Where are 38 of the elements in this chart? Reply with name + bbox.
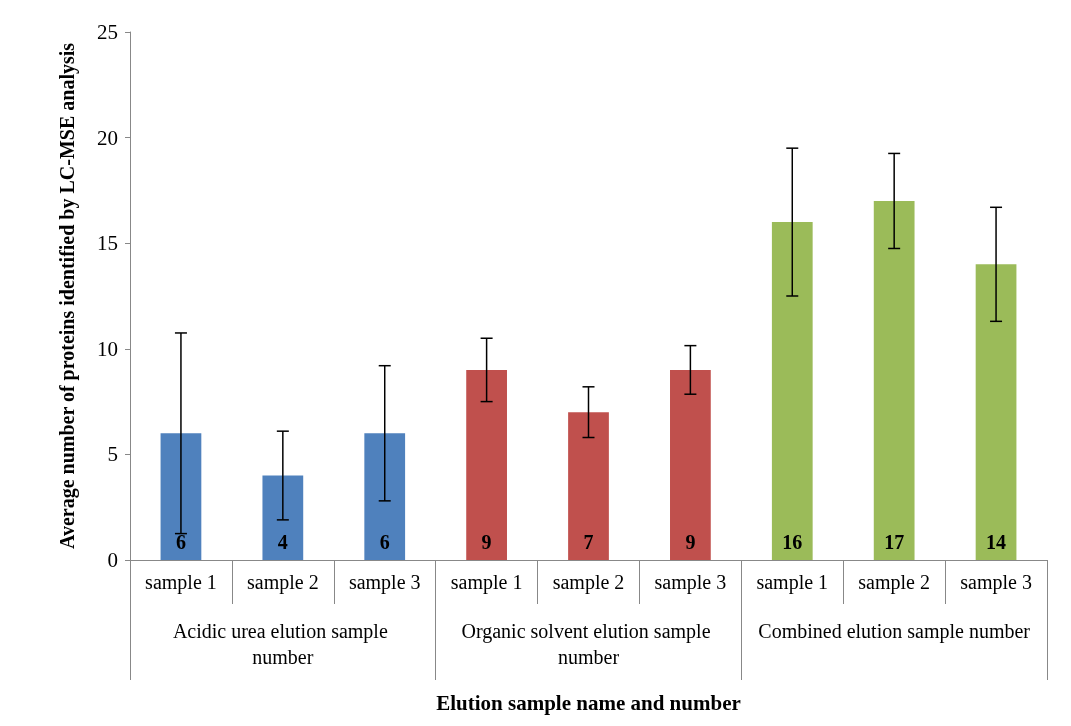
x-tick-label: sample 1 (145, 571, 217, 594)
bar (466, 369, 507, 560)
x-tick-label: sample 1 (756, 571, 829, 594)
bar (160, 433, 202, 560)
text: Organic solvent elution sample number (461, 620, 716, 668)
y-tick-label: 0 (107, 548, 118, 572)
data-label: 7 (583, 531, 594, 553)
bar (873, 200, 915, 560)
bar (262, 475, 304, 560)
x-tick-label: sample 2 (858, 571, 930, 594)
bar (975, 264, 1017, 560)
y-tick-label: 25 (97, 20, 118, 44)
bar (670, 369, 711, 560)
text: Acidic urea elution sample number (172, 620, 393, 668)
x-tick-label: sample 3 (348, 571, 421, 594)
y-tick-label: 5 (107, 442, 118, 467)
y-tick-label: 20 (97, 125, 118, 150)
data-label: 16 (782, 531, 803, 553)
x-tick-label: sample 3 (960, 571, 1032, 594)
y-tick-label: 15 (97, 231, 118, 256)
x-tick-label: sample 2 (552, 571, 625, 594)
y-tick-label: 10 (97, 336, 118, 361)
data-label: 4 (277, 531, 288, 553)
x-tick-label: sample 1 (450, 571, 523, 594)
y-axis-title: Average number of proteins identified by LC-MSE analysis (56, 42, 79, 550)
data-label: 6 (175, 531, 186, 553)
data-label: 9 (685, 531, 696, 553)
bar (771, 222, 813, 560)
bar (364, 433, 406, 560)
data-label: 14 (986, 531, 1007, 553)
bar (568, 412, 609, 560)
x-tick-label: sample 3 (654, 571, 727, 594)
data-label: 9 (481, 531, 492, 553)
data-label: 6 (379, 531, 390, 553)
text: Combined elution sample number (758, 620, 1031, 643)
x-axis-title: Elution sample name and number (436, 690, 741, 715)
x-tick-label: sample 2 (247, 571, 319, 594)
data-label: 17 (884, 531, 905, 553)
